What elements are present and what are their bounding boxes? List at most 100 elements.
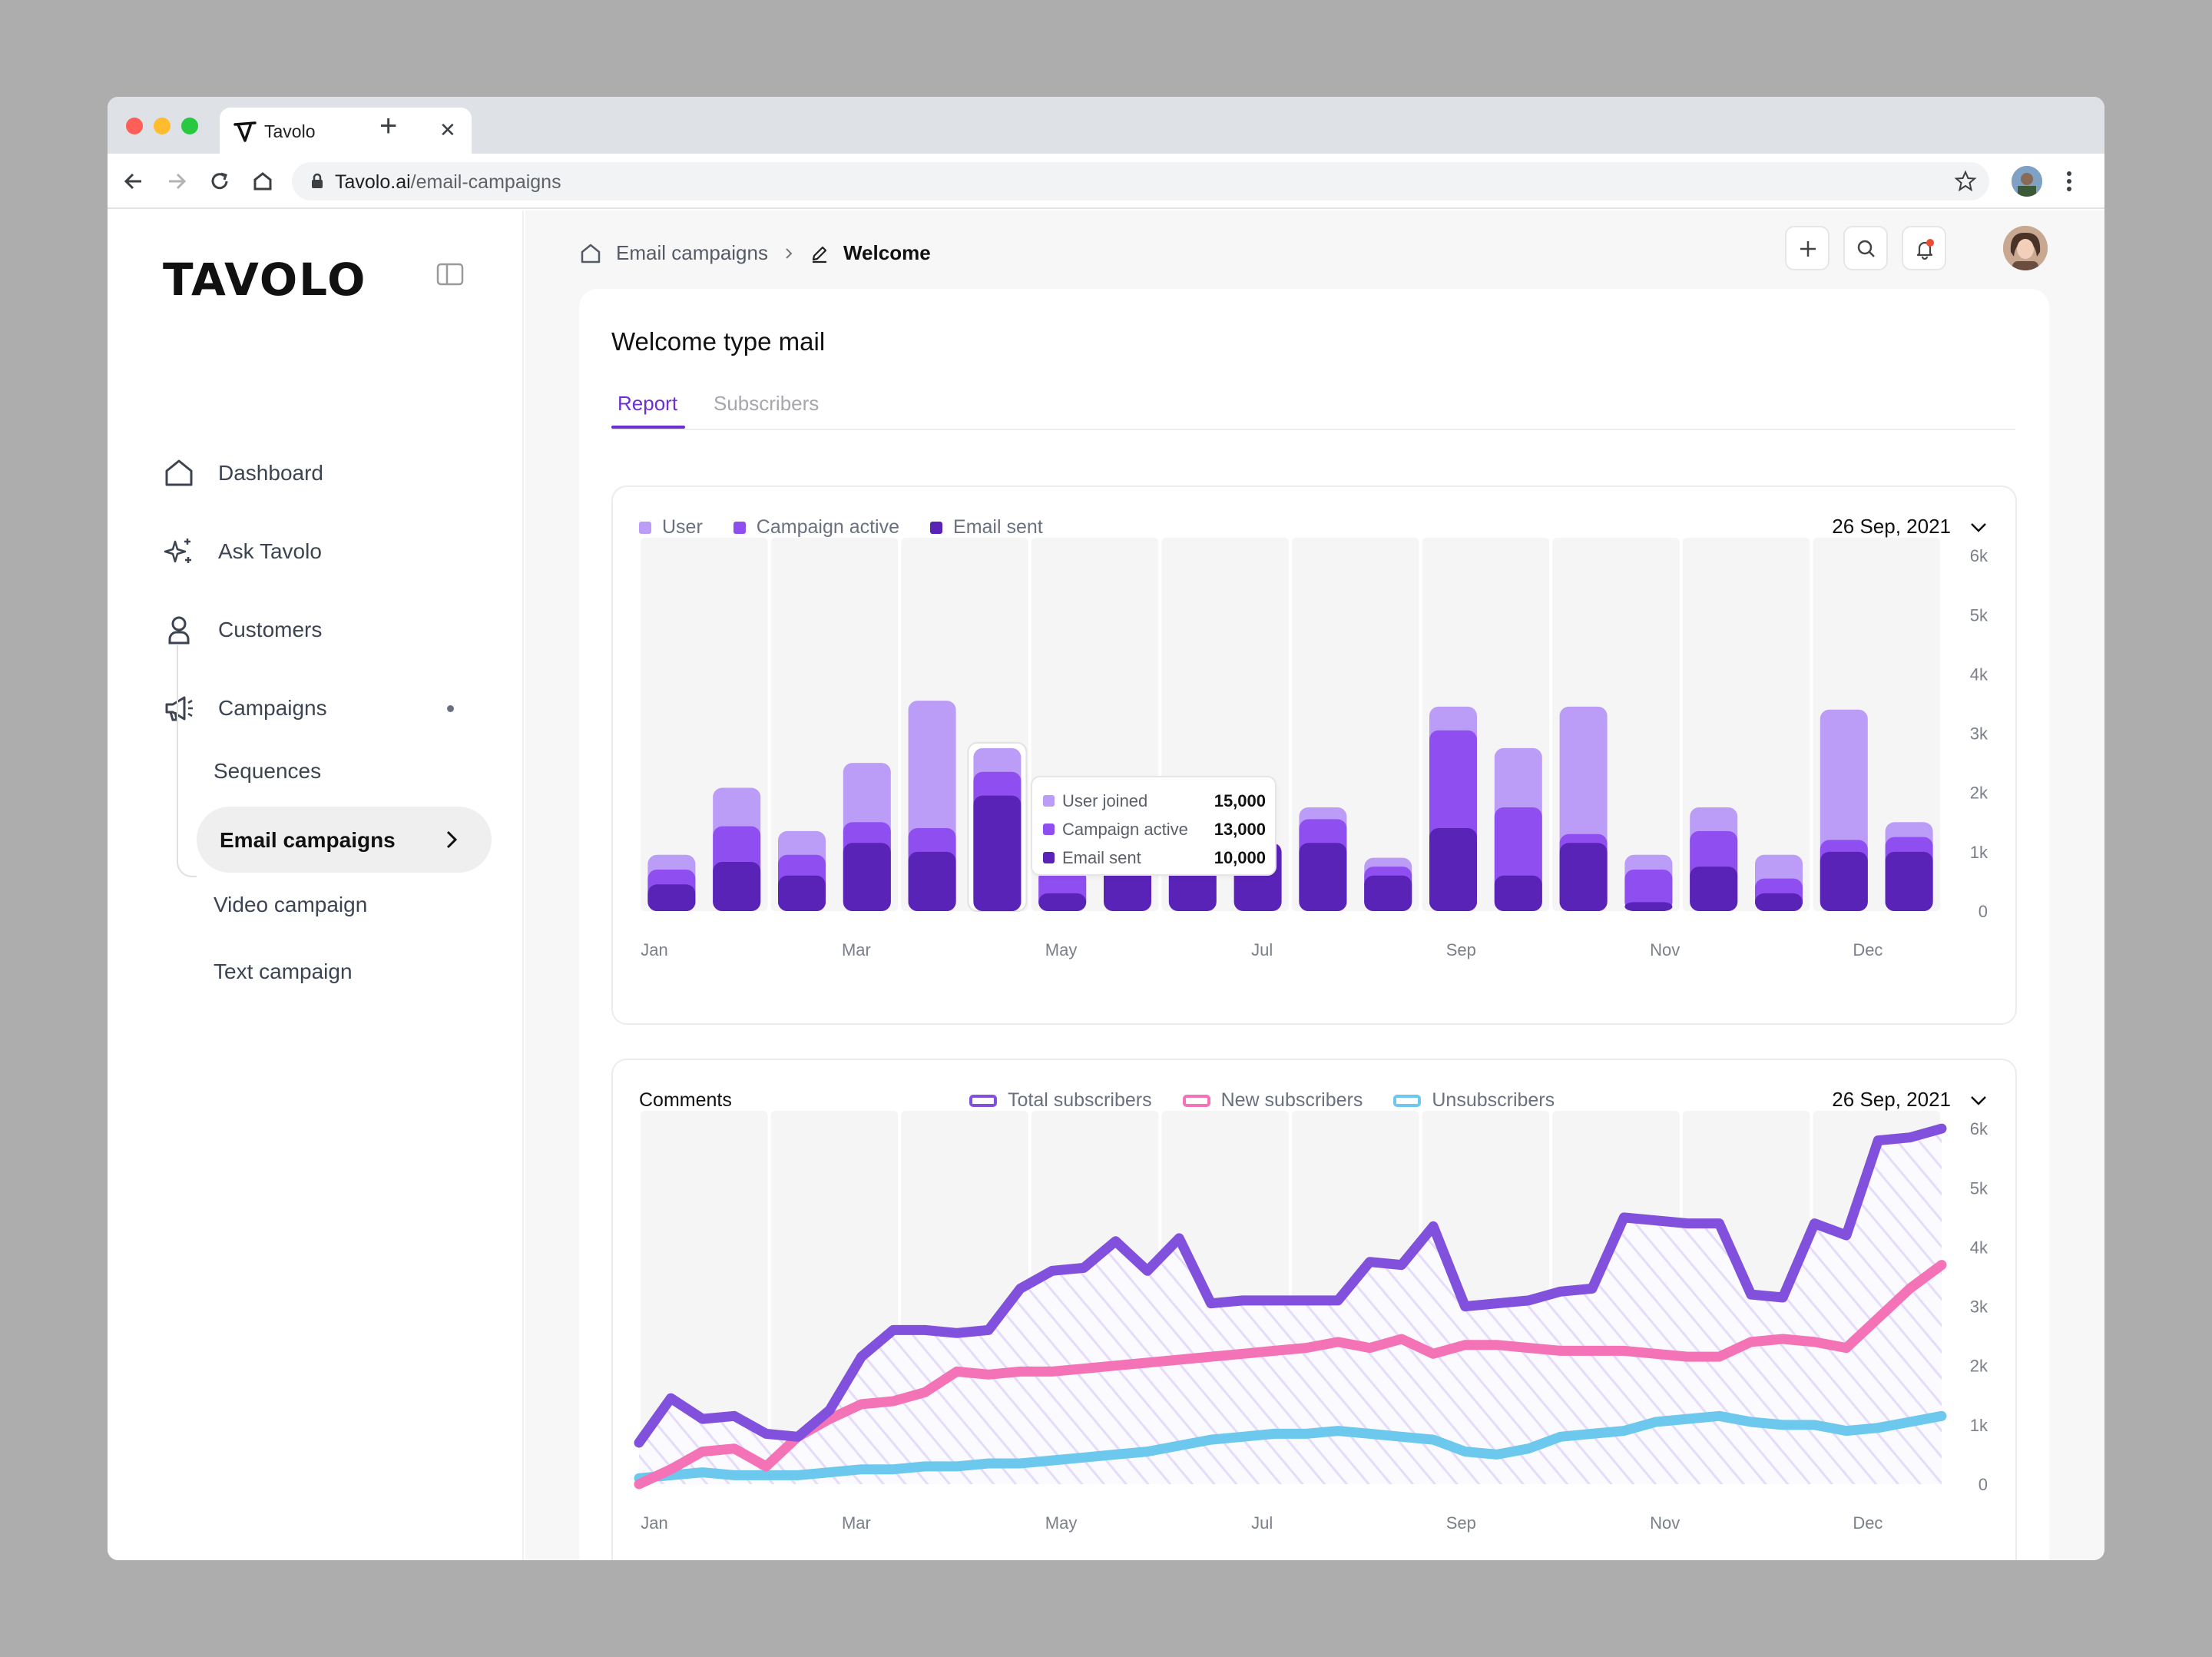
sidebar-subitem-sequences[interactable]: Sequences bbox=[214, 759, 322, 783]
x-tick-label: Jan bbox=[641, 940, 667, 959]
back-icon[interactable] bbox=[120, 167, 147, 195]
sidebar-subitem-text-campaign[interactable]: Text campaign bbox=[214, 959, 353, 983]
line-chart-date-picker[interactable]: 26 Sep, 2021 bbox=[1832, 1088, 1989, 1112]
user-icon bbox=[168, 616, 190, 645]
bar-segment-email-sent bbox=[1494, 875, 1542, 911]
bar-segment-email-sent bbox=[1820, 851, 1868, 911]
address-bar[interactable]: Tavolo.ai/email-campaigns bbox=[292, 162, 1989, 200]
sidebar-subitem-email-campaigns[interactable]: Email campaigns bbox=[197, 807, 492, 873]
browser-window: Tavolo ✕ + Tavolo.ai/email-campaigns TAV… bbox=[108, 97, 2104, 1560]
megaphone-icon bbox=[165, 696, 193, 721]
legend-item-total-subscribers: Total subscribers bbox=[969, 1089, 1152, 1112]
line-total-subscribers bbox=[634, 1123, 1947, 1448]
sidebar-item-campaigns[interactable]: Campaigns bbox=[163, 685, 470, 731]
bar-segment-email-sent bbox=[647, 884, 696, 911]
browser-menu-icon[interactable] bbox=[2065, 164, 2074, 198]
line-unsubscribers bbox=[634, 1410, 1947, 1483]
sidebar-item-ask-tavolo[interactable]: Ask Tavolo bbox=[163, 529, 470, 575]
sidebar-item-customers[interactable]: Customers bbox=[163, 607, 470, 653]
sidebar-item-dashboard[interactable]: Dashboard bbox=[163, 450, 470, 496]
reload-icon[interactable] bbox=[206, 167, 233, 195]
tab-title: Tavolo bbox=[264, 121, 316, 141]
line-new-subscribers bbox=[634, 1260, 1947, 1490]
total-subscribers-area bbox=[639, 1128, 1942, 1484]
bar-tooltip: User joined 15,000 Campaign active 13,000 … bbox=[1031, 776, 1277, 876]
x-tick-label: Sep bbox=[1446, 1513, 1476, 1533]
close-tab-icon[interactable]: ✕ bbox=[439, 118, 456, 141]
bar-segment-email-sent bbox=[1559, 843, 1608, 911]
x-tick-label: Mar bbox=[842, 940, 871, 959]
minimize-window-button[interactable] bbox=[154, 118, 171, 134]
tooltip-row-user: User joined 15,000 bbox=[1043, 787, 1266, 815]
add-button[interactable] bbox=[1785, 226, 1830, 270]
legend-item-user: User bbox=[639, 516, 703, 539]
y-tick-label: 5k bbox=[1970, 605, 1988, 625]
bar-segment-campaign-active bbox=[1624, 870, 1673, 911]
x-tick-label: Sep bbox=[1446, 940, 1476, 959]
y-tick-label: 1k bbox=[1970, 843, 1988, 862]
user-avatar[interactable] bbox=[2003, 226, 2048, 270]
campaign-card: Welcome type mail Report Subscribers Use… bbox=[579, 289, 2049, 1560]
browser-tab[interactable]: Tavolo ✕ bbox=[220, 108, 472, 154]
bar-chart-legend: User Campaign active Email sent bbox=[639, 516, 1074, 539]
sidebar-collapse-icon[interactable] bbox=[436, 263, 464, 286]
breadcrumb-chevron-icon bbox=[786, 247, 793, 259]
y-tick-label: 6k bbox=[1970, 546, 1988, 565]
home-breadcrumb-icon[interactable] bbox=[579, 242, 602, 265]
report-tabs: Report Subscribers bbox=[611, 379, 2015, 430]
bar-segment-email-sent bbox=[1429, 828, 1477, 911]
background-column bbox=[641, 1111, 768, 1484]
bar-segment-email-sent bbox=[1038, 893, 1087, 911]
chevron-down-icon bbox=[1971, 1095, 1986, 1105]
forward-icon[interactable] bbox=[163, 167, 190, 195]
bar-segment-email-sent bbox=[1364, 875, 1412, 911]
x-tick-label: Dec bbox=[1853, 1513, 1883, 1533]
stacked-bar-chart: 0 1k 2k 3k 4k 5k 6k Jan Mar May Jul Sep Nov Dec bbox=[641, 538, 1988, 959]
breadcrumb-parent[interactable]: Email campaigns bbox=[616, 241, 768, 264]
lock-icon bbox=[312, 173, 323, 188]
new-tab-button[interactable]: + bbox=[379, 109, 398, 143]
sparkle-icon bbox=[164, 539, 191, 563]
x-tick-label: Jul bbox=[1251, 940, 1273, 959]
bar-segment-email-sent bbox=[843, 843, 891, 911]
bar-segment-email-sent bbox=[1690, 867, 1738, 911]
pen-icon bbox=[812, 246, 827, 263]
notifications-button[interactable] bbox=[1902, 226, 1946, 270]
line-chart-title: Comments bbox=[639, 1089, 732, 1111]
y-tick-label: 5k bbox=[1970, 1178, 1988, 1198]
search-button[interactable] bbox=[1843, 226, 1888, 270]
sidebar-item-label: Customers bbox=[218, 618, 323, 641]
x-tick-label: Mar bbox=[842, 1513, 871, 1533]
y-tick-label: 3k bbox=[1970, 1297, 1988, 1317]
bar-segment-email-sent bbox=[778, 875, 826, 911]
maximize-window-button[interactable] bbox=[181, 118, 198, 134]
bar-segment-email-sent bbox=[908, 851, 956, 911]
y-tick-label: 1k bbox=[1970, 1416, 1988, 1435]
legend-item-email-sent: Email sent bbox=[930, 516, 1043, 539]
x-tick-label: Jan bbox=[641, 1513, 667, 1533]
subscribers-line-chart: 0 1k 2k 3k 4k 5k 6k Jan Mar May Jul Sep Nov Dec bbox=[634, 1111, 1988, 1533]
tab-report[interactable]: Report bbox=[618, 392, 678, 415]
campaigns-indicator-dot bbox=[447, 705, 454, 712]
sidebar-subitem-video-campaign[interactable]: Video campaign bbox=[214, 893, 368, 916]
tavolo-logo: TAVOLO bbox=[163, 254, 367, 306]
home-browser-icon[interactable] bbox=[249, 167, 276, 195]
profile-avatar[interactable] bbox=[2012, 166, 2042, 197]
y-tick-label: 6k bbox=[1970, 1119, 1988, 1138]
bar-segment-email-sent bbox=[713, 861, 761, 911]
bar-chart-date-picker[interactable]: 26 Sep, 2021 bbox=[1832, 515, 1989, 539]
sidebar-item-label: Ask Tavolo bbox=[218, 539, 322, 563]
tooltip-row-campaign: Campaign active 13,000 bbox=[1043, 815, 1266, 843]
close-window-button[interactable] bbox=[126, 118, 143, 134]
legend-item-campaign-active: Campaign active bbox=[733, 516, 899, 539]
legend-item-unsubscribers: Unsubscribers bbox=[1393, 1089, 1555, 1112]
bar-segment-email-sent bbox=[1755, 893, 1803, 911]
active-tab-underline bbox=[611, 426, 685, 429]
legend-item-new-subscribers: New subscribers bbox=[1182, 1089, 1363, 1112]
bookmark-star-icon[interactable] bbox=[1954, 170, 1977, 193]
y-tick-label: 2k bbox=[1970, 1357, 1988, 1376]
y-tick-label: 3k bbox=[1970, 724, 1988, 744]
tab-subscribers[interactable]: Subscribers bbox=[714, 392, 820, 415]
sidebar-item-label: Dashboard bbox=[218, 461, 323, 485]
subnav-connector bbox=[177, 645, 197, 877]
